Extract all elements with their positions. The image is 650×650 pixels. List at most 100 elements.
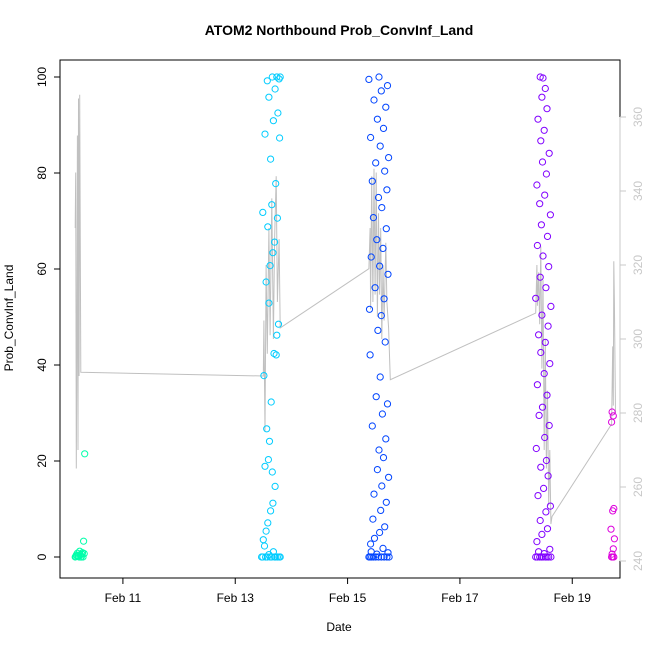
scatter-point bbox=[382, 435, 390, 443]
scatter-point bbox=[377, 312, 385, 320]
scatter-point bbox=[268, 201, 276, 209]
scatter-point bbox=[541, 84, 549, 93]
scatter-point bbox=[365, 305, 374, 313]
scatter-point bbox=[370, 534, 379, 542]
scatter-point bbox=[376, 373, 384, 381]
secondary-series bbox=[74, 94, 616, 525]
scatter-point bbox=[273, 331, 281, 339]
scatter-point bbox=[538, 403, 547, 411]
scatter-point bbox=[609, 545, 617, 553]
scatter-point bbox=[80, 537, 88, 545]
scatter-point bbox=[263, 77, 271, 85]
scatter-point bbox=[376, 528, 384, 537]
scatter-point bbox=[268, 468, 276, 476]
y-tick-label: 60 bbox=[35, 262, 49, 276]
scatter-point bbox=[379, 454, 388, 462]
scatter-point bbox=[365, 75, 373, 84]
scatter-point bbox=[379, 544, 387, 553]
y-axis-label: Prob_ConvInf_Land bbox=[2, 265, 16, 372]
scatter-point bbox=[267, 398, 275, 406]
scatter-point bbox=[385, 553, 393, 561]
chart-title: ATOM2 Northbound Prob_ConvInf_Land bbox=[205, 22, 474, 38]
scatter-point bbox=[532, 294, 540, 302]
scatter-point bbox=[267, 155, 275, 163]
scatter-point bbox=[536, 200, 544, 208]
scatter-point bbox=[374, 326, 382, 334]
scatter-point bbox=[539, 252, 547, 260]
scatter-point bbox=[539, 553, 547, 561]
scatter-point bbox=[376, 262, 384, 270]
scatter-point bbox=[384, 549, 392, 557]
scatter-point bbox=[369, 214, 377, 222]
scatter-point bbox=[366, 351, 374, 359]
scatter-point bbox=[372, 159, 380, 167]
scatter-point bbox=[381, 523, 389, 531]
scatter-point bbox=[266, 262, 274, 270]
x-axis-label: Date bbox=[326, 620, 352, 634]
scatter-point bbox=[370, 96, 378, 104]
scatter-point bbox=[544, 322, 552, 330]
scatter-point bbox=[540, 484, 548, 492]
scatter-point bbox=[378, 482, 386, 490]
scatter-point bbox=[367, 133, 375, 142]
scatter-point bbox=[545, 421, 553, 430]
scatter-point bbox=[373, 550, 381, 558]
scatter-point bbox=[273, 73, 281, 81]
scatter-point bbox=[80, 550, 88, 558]
scatter-point bbox=[265, 299, 273, 307]
scatter-point bbox=[262, 278, 270, 286]
scatter-point bbox=[377, 506, 385, 514]
scatter-point bbox=[533, 538, 541, 546]
scatter-point bbox=[546, 360, 554, 368]
scatter-point bbox=[543, 525, 552, 533]
scatter-point bbox=[546, 502, 555, 510]
scatter-point bbox=[271, 238, 279, 246]
scatter-point bbox=[369, 515, 377, 523]
scatter-point bbox=[368, 177, 376, 185]
scatter-point bbox=[382, 498, 390, 506]
scatter-point bbox=[368, 422, 376, 430]
y-tick-label: 80 bbox=[35, 166, 49, 180]
y2-tick-label: 360 bbox=[631, 107, 645, 127]
plot-frame bbox=[59, 59, 621, 579]
scatter-point bbox=[538, 530, 546, 539]
scatter-point bbox=[272, 180, 280, 188]
scatter-point bbox=[540, 550, 548, 558]
scatter-point bbox=[383, 400, 392, 408]
y-tick-label: 20 bbox=[35, 454, 49, 468]
scatter-point bbox=[533, 381, 542, 389]
scatter-point bbox=[538, 311, 546, 319]
scatter-point bbox=[272, 351, 280, 359]
scatter-point bbox=[380, 295, 388, 303]
scatter-point bbox=[372, 393, 380, 401]
scatter-point bbox=[269, 117, 277, 125]
scatter-point bbox=[381, 338, 389, 346]
scatter-point bbox=[535, 411, 543, 419]
scatter-point bbox=[373, 466, 381, 474]
scatter-point bbox=[373, 236, 381, 244]
scatter-point bbox=[537, 463, 545, 471]
scatter-point bbox=[367, 253, 375, 261]
scatter-point bbox=[259, 536, 267, 544]
scatter-point bbox=[537, 137, 545, 145]
scatter-point bbox=[538, 158, 547, 166]
scatter-point bbox=[534, 492, 542, 500]
scatter-point bbox=[381, 167, 389, 175]
y-axis-left: 0 20 40 60 80 100 bbox=[35, 67, 60, 560]
scatter-point bbox=[542, 508, 550, 516]
scatter-point bbox=[380, 553, 388, 561]
scatter-point bbox=[271, 85, 279, 93]
scatter-point bbox=[536, 516, 544, 525]
scatter-point bbox=[265, 437, 274, 445]
y2-tick-label: 320 bbox=[631, 255, 645, 275]
scatter-point bbox=[274, 320, 283, 328]
x-tick-label: Feb 13 bbox=[217, 591, 255, 605]
scatter-point bbox=[543, 391, 551, 399]
scatter-point bbox=[545, 553, 553, 561]
scatter-point bbox=[541, 191, 549, 199]
scatter-point bbox=[274, 109, 282, 117]
scatter-points bbox=[71, 73, 619, 561]
scatter-point bbox=[543, 105, 551, 113]
scatter-point bbox=[81, 450, 89, 458]
